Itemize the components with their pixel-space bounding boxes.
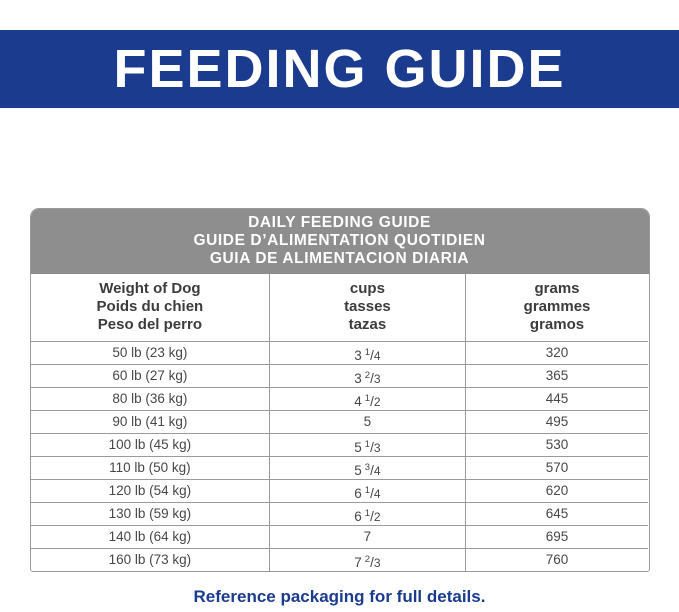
table-row: 110 lb (50 kg) 5 3/4 570 — [30, 456, 649, 479]
grams-cell: 445 — [465, 387, 649, 410]
cups-cell: 6 1/2 — [270, 502, 466, 525]
cups-cell: 7 — [270, 525, 466, 548]
table-row: 60 lb (27 kg) 3 2/3 365 — [30, 364, 649, 387]
column-header-line: grammes — [523, 298, 591, 315]
fraction-denominator: 2 — [373, 510, 381, 524]
fraction-numerator: 1 — [364, 508, 371, 519]
fraction-numerator: 3 — [364, 462, 371, 473]
cups-cell: 7 2/3 — [270, 548, 466, 571]
table-title-line-en: DAILY FEEDING GUIDE — [248, 214, 431, 231]
grams-cell: 620 — [465, 479, 649, 502]
table-row: 100 lb (45 kg) 5 1/3 530 — [30, 433, 649, 456]
fraction-numerator: 1 — [364, 439, 371, 450]
column-header-line: Peso del perro — [97, 316, 202, 333]
fraction-denominator: 2 — [373, 395, 381, 409]
fraction: 2/3 — [364, 370, 381, 386]
fraction-numerator: 1 — [364, 393, 371, 404]
grams-cell: 530 — [465, 433, 649, 456]
cups-cell: 5 1/3 — [270, 433, 466, 456]
fraction-denominator: 4 — [373, 349, 381, 363]
cups-cell: 4 1/2 — [270, 387, 466, 410]
weight-cell: 140 lb (64 kg) — [30, 525, 271, 548]
table-body: 50 lb (23 kg) 3 1/4 320 60 lb (27 kg) 3 2/3 365… — [30, 341, 649, 571]
column-header-line: tasses — [344, 298, 391, 315]
fraction-numerator: 1 — [364, 347, 371, 358]
fraction-denominator: 3 — [373, 372, 381, 386]
grams-cell: 495 — [465, 410, 649, 433]
weight-cell: 90 lb (41 kg) — [30, 410, 271, 433]
cups-column-header: cups tasses tazas — [270, 274, 466, 341]
column-header-line: cups — [349, 280, 385, 297]
fraction-slash: / — [370, 440, 374, 455]
table-row: 120 lb (54 kg) 6 1/4 620 — [30, 479, 649, 502]
fraction: 2/3 — [364, 554, 381, 570]
cups-cell: 6 1/4 — [270, 479, 466, 502]
feeding-guide-table: DAILY FEEDING GUIDE GUIDE D’ALIMENTATION… — [29, 208, 650, 572]
fraction-slash: / — [370, 348, 374, 363]
grams-cell: 570 — [465, 456, 649, 479]
column-header-line: gramos — [529, 316, 585, 333]
cups-cell: 3 2/3 — [270, 364, 466, 387]
fraction-slash: / — [370, 371, 374, 386]
fraction-denominator: 4 — [373, 487, 381, 501]
fraction-denominator: 3 — [373, 556, 381, 570]
weight-column-header: Weight of Dog Poids du chien Peso del pe… — [31, 274, 271, 341]
fraction-slash: / — [370, 463, 374, 478]
weight-cell: 50 lb (23 kg) — [30, 341, 271, 364]
fraction-numerator: 2 — [364, 554, 371, 565]
table-row: 130 lb (59 kg) 6 1/2 645 — [30, 502, 649, 525]
cups-cell: 3 1/4 — [270, 341, 466, 364]
fraction-denominator: 3 — [373, 441, 381, 455]
table-row: 140 lb (64 kg) 7 695 — [30, 525, 649, 548]
grams-cell: 695 — [465, 525, 649, 548]
grams-cell: 320 — [465, 341, 649, 364]
grams-cell: 365 — [465, 364, 649, 387]
table-row: 90 lb (41 kg) 5 495 — [30, 410, 649, 433]
weight-cell: 110 lb (50 kg) — [30, 456, 271, 479]
weight-cell: 80 lb (36 kg) — [30, 387, 271, 410]
weight-cell: 60 lb (27 kg) — [30, 364, 271, 387]
table-row: 160 lb (73 kg) 7 2/3 760 — [30, 548, 649, 571]
page-title: FEEDING GUIDE — [113, 39, 566, 99]
fraction-slash: / — [370, 555, 374, 570]
fraction: 1/2 — [364, 393, 381, 409]
fraction: 1/4 — [364, 485, 381, 501]
table-title-line-es: GUIA DE ALIMENTACION DIARIA — [209, 250, 470, 267]
fraction: 1/4 — [364, 347, 381, 363]
footer-note: Reference packaging for full details. — [193, 587, 486, 606]
column-header-line: tazas — [348, 316, 387, 333]
fraction-slash: / — [370, 509, 374, 524]
column-header-line: Poids du chien — [96, 298, 204, 315]
fraction: 1/3 — [364, 439, 381, 455]
table-title-bar: DAILY FEEDING GUIDE GUIDE D’ALIMENTATION… — [30, 209, 649, 274]
fraction-slash: / — [370, 394, 374, 409]
weight-cell: 160 lb (73 kg) — [30, 548, 271, 571]
grams-cell: 645 — [465, 502, 649, 525]
grams-cell: 760 — [465, 548, 649, 571]
cups-cell: 5 — [270, 410, 466, 433]
fraction-numerator: 2 — [364, 370, 371, 381]
weight-cell: 130 lb (59 kg) — [30, 502, 271, 525]
fraction-numerator: 1 — [364, 485, 371, 496]
column-header-line: Weight of Dog — [99, 280, 201, 297]
fraction-denominator: 4 — [373, 464, 381, 478]
fraction: 1/2 — [364, 508, 381, 524]
weight-cell: 100 lb (45 kg) — [30, 433, 271, 456]
table-row: 50 lb (23 kg) 3 1/4 320 — [30, 341, 649, 364]
fraction: 3/4 — [364, 462, 381, 478]
table-title-line-fr: GUIDE D’ALIMENTATION QUOTIDIEN — [193, 232, 486, 249]
table-row: 80 lb (36 kg) 4 1/2 445 — [30, 387, 649, 410]
column-header-row: Weight of Dog Poids du chien Peso del pe… — [31, 274, 649, 341]
feeding-guide-banner: FEEDING GUIDE — [0, 30, 679, 108]
weight-cell: 120 lb (54 kg) — [30, 479, 271, 502]
fraction-slash: / — [370, 486, 374, 501]
grams-column-header: grams grammes gramos — [466, 274, 649, 341]
cups-cell: 5 3/4 — [270, 456, 466, 479]
column-header-line: grams — [534, 280, 580, 297]
